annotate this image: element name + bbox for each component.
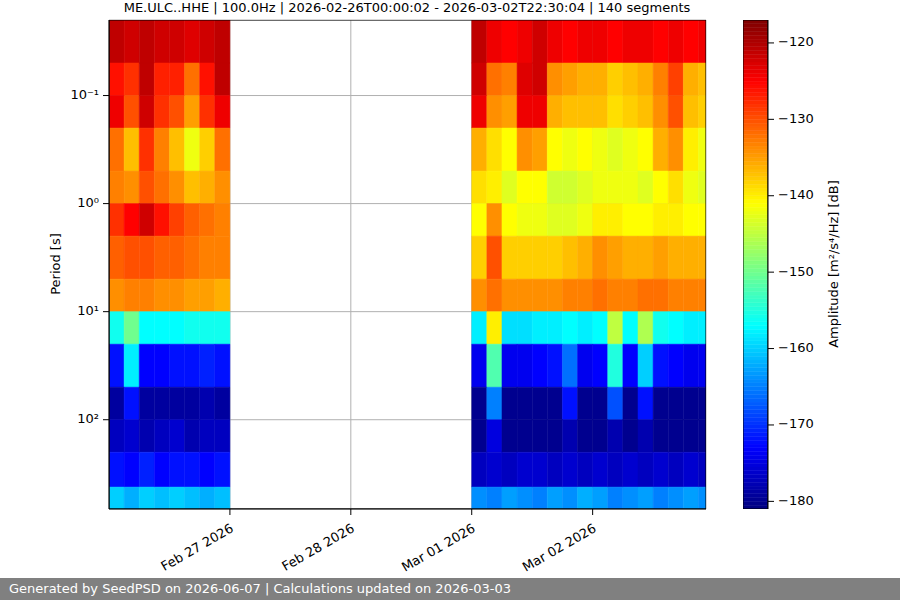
svg-text:−160: −160 bbox=[778, 340, 814, 355]
svg-text:−150: −150 bbox=[778, 264, 814, 279]
html-text:Generated by SeedPSD on 2026-0: Generated by SeedPSD on 2026-06-07 | Cal… bbox=[9, 581, 511, 596]
svg-text:10⁰: 10⁰ bbox=[77, 195, 99, 210]
html-text:ME.ULC..HHE | 100.0Hz | 2026-0: ME.ULC..HHE | 100.0Hz | 2026-02-26T00:00… bbox=[123, 0, 691, 15]
svg-text:Mar 01 2026: Mar 01 2026 bbox=[399, 520, 478, 574]
svg-text:−120: −120 bbox=[778, 34, 814, 49]
svg-text:Mar 02 2026: Mar 02 2026 bbox=[520, 520, 599, 574]
svg-text:Period [s]: Period [s] bbox=[48, 233, 63, 295]
svg-text:−170: −170 bbox=[778, 416, 814, 431]
svg-text:10¹: 10¹ bbox=[77, 303, 99, 318]
svg-text:Feb 27 2026: Feb 27 2026 bbox=[158, 520, 236, 573]
svg-text:−180: −180 bbox=[778, 493, 814, 508]
svg-text:−140: −140 bbox=[778, 187, 814, 202]
svg-text:10²: 10² bbox=[77, 411, 99, 426]
svg-text:10⁻¹: 10⁻¹ bbox=[70, 87, 99, 102]
svg-text:Feb 28 2026: Feb 28 2026 bbox=[279, 520, 357, 573]
svg-text:−130: −130 bbox=[778, 111, 814, 126]
svg-text:Amplitude [m²/s⁴/Hz] [dB]: Amplitude [m²/s⁴/Hz] [dB] bbox=[826, 180, 841, 348]
